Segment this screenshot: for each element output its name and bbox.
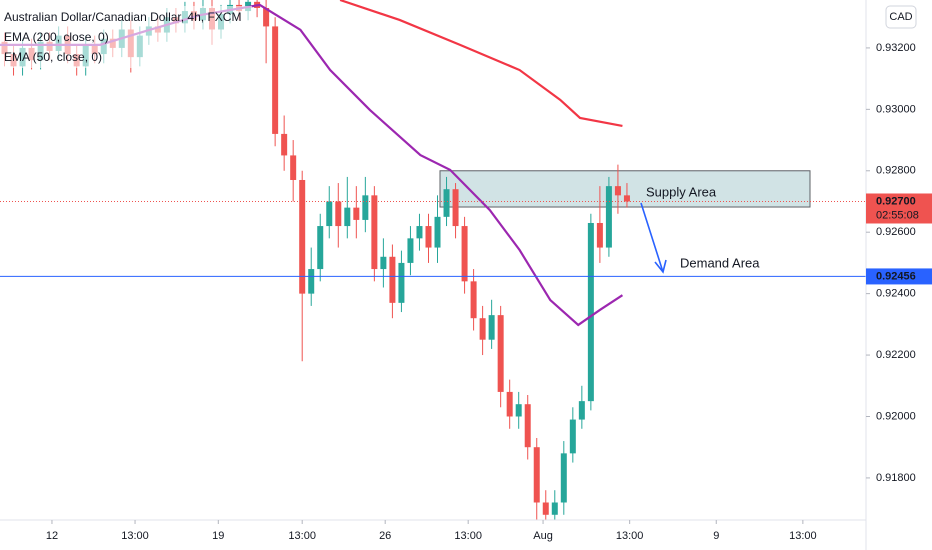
candle-body (533, 447, 540, 503)
currency-label[interactable]: CAD (889, 11, 912, 23)
price-label: 0.92456 (876, 270, 916, 282)
x-tick-label: 13:00 (789, 530, 817, 542)
candle-body (551, 502, 558, 515)
annotation: Demand Area (680, 255, 760, 270)
y-tick-label: 0.92800 (876, 165, 916, 177)
price-label: 0.92700 (876, 195, 916, 207)
candle-body (569, 419, 576, 454)
x-tick-label: Aug (533, 530, 553, 542)
y-tick-label: 0.92600 (876, 226, 916, 238)
x-tick-label: 13:00 (288, 530, 316, 542)
candle-body (371, 195, 378, 270)
arrow (640, 202, 667, 274)
annotation: Supply Area (646, 184, 717, 199)
countdown-label: 02:55:08 (876, 209, 919, 221)
candle-body (605, 186, 612, 248)
x-tick-label: 13:00 (454, 530, 482, 542)
candle-body (542, 502, 549, 515)
y-tick-label: 0.92000 (876, 410, 916, 422)
price-label-box (866, 268, 932, 285)
candle-body (497, 315, 504, 392)
candle-body (326, 201, 333, 227)
candle-body (299, 179, 306, 294)
candle-body (488, 315, 495, 340)
x-tick-label: 13:00 (616, 530, 644, 542)
candle-body (407, 238, 414, 263)
candle-body (290, 155, 297, 180)
candle-body (443, 189, 450, 217)
candle-body (344, 207, 351, 227)
candle-body (461, 226, 468, 282)
x-tick-label: 19 (212, 530, 224, 542)
candle-body (272, 26, 279, 134)
y-tick-label: 0.92200 (876, 349, 916, 361)
x-tick-label: 9 (713, 530, 719, 542)
candle-body (479, 318, 486, 340)
x-tick-label: 26 (379, 530, 391, 542)
candle-body (353, 207, 360, 220)
candle-body (281, 133, 288, 156)
y-tick-label: 0.93000 (876, 103, 916, 115)
candle-body (578, 401, 585, 420)
candle-body (452, 189, 459, 227)
x-tick-label: 12 (46, 530, 58, 542)
legend-entry: EMA (200, close, 0) (4, 30, 109, 44)
candle-body (515, 404, 522, 417)
candle-body (398, 262, 405, 303)
candle-body (317, 226, 324, 270)
candle-body (524, 404, 531, 448)
candle-body (416, 226, 423, 239)
legend-backdrop (0, 6, 252, 68)
currency-button[interactable] (885, 5, 917, 29)
candle-body (389, 256, 396, 303)
axes: 0.93200 0.93000 0.92800 0.92600 0.92400 0.922… (46, 42, 932, 542)
candle-body (614, 186, 621, 196)
candle-body (623, 195, 630, 202)
candle-body (425, 226, 432, 248)
candle-body (263, 7, 270, 27)
candle-body (506, 391, 513, 417)
candle-body (335, 201, 342, 227)
y-tick-label: 0.91800 (876, 472, 916, 484)
candle-body (587, 222, 594, 402)
legend-entry: EMA (50, close, 0) (4, 50, 102, 64)
candle-body (380, 256, 387, 270)
candle-body (470, 281, 477, 319)
ema-line (339, 0, 623, 128)
chart-title: Australian Dollar/Canadian Dollar, 4h, F… (4, 10, 241, 24)
candle-body (596, 222, 603, 248)
candle-body (434, 216, 441, 248)
candle-body (362, 195, 369, 220)
candle-body (560, 453, 567, 503)
x-tick-label: 13:00 (121, 530, 149, 542)
y-tick-label: 0.92400 (876, 288, 916, 300)
candle-body (308, 269, 315, 294)
y-tick-label: 0.93200 (876, 42, 916, 54)
price-label-box (866, 193, 932, 224)
